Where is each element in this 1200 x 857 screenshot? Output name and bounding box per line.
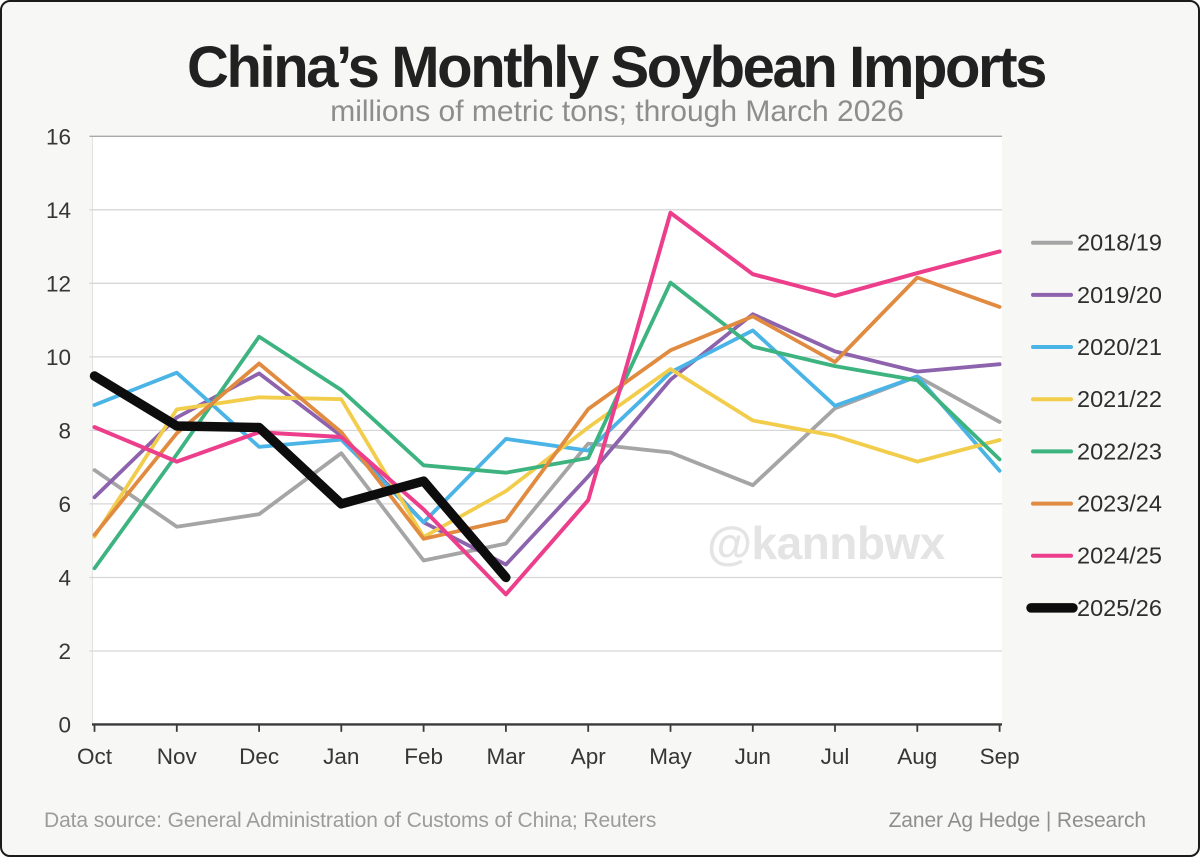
svg-text:2019/20: 2019/20 bbox=[1077, 282, 1162, 308]
svg-text:Dec: Dec bbox=[239, 744, 279, 769]
svg-text:Jun: Jun bbox=[735, 744, 771, 769]
svg-text:Jan: Jan bbox=[323, 744, 359, 769]
svg-text:2024/25: 2024/25 bbox=[1077, 543, 1162, 569]
svg-text:12: 12 bbox=[46, 272, 71, 297]
svg-text:Mar: Mar bbox=[487, 744, 526, 769]
svg-text:0: 0 bbox=[58, 713, 71, 738]
svg-text:@kannbwx: @kannbwx bbox=[707, 517, 946, 569]
svg-text:Nov: Nov bbox=[157, 744, 198, 769]
svg-text:2020/21: 2020/21 bbox=[1077, 334, 1162, 360]
svg-text:2023/24: 2023/24 bbox=[1077, 491, 1162, 517]
svg-text:May: May bbox=[649, 744, 692, 769]
svg-text:Oct: Oct bbox=[77, 744, 113, 769]
svg-text:China’s Monthly Soybean Import: China’s Monthly Soybean Imports bbox=[187, 35, 1045, 100]
svg-text:Aug: Aug bbox=[897, 744, 937, 769]
svg-text:Sep: Sep bbox=[980, 744, 1020, 769]
svg-text:Feb: Feb bbox=[404, 744, 443, 769]
svg-text:2022/23: 2022/23 bbox=[1077, 438, 1162, 464]
svg-text:8: 8 bbox=[58, 419, 71, 444]
svg-text:millions of metric tons; throu: millions of metric tons; through March 2… bbox=[330, 95, 904, 128]
svg-text:16: 16 bbox=[46, 125, 71, 150]
svg-text:2: 2 bbox=[58, 639, 71, 664]
svg-text:2025/26: 2025/26 bbox=[1077, 595, 1162, 621]
svg-text:2018/19: 2018/19 bbox=[1077, 230, 1162, 256]
svg-text:Apr: Apr bbox=[571, 744, 607, 769]
svg-text:10: 10 bbox=[46, 345, 71, 370]
svg-text:Data source: General Administr: Data source: General Administration of C… bbox=[44, 809, 656, 832]
svg-text:6: 6 bbox=[58, 492, 71, 517]
svg-text:4: 4 bbox=[58, 566, 71, 591]
svg-text:2021/22: 2021/22 bbox=[1077, 386, 1162, 412]
svg-text:Jul: Jul bbox=[821, 744, 850, 769]
svg-text:14: 14 bbox=[46, 198, 71, 223]
svg-text:Zaner Ag Hedge | Research: Zaner Ag Hedge | Research bbox=[889, 809, 1146, 832]
